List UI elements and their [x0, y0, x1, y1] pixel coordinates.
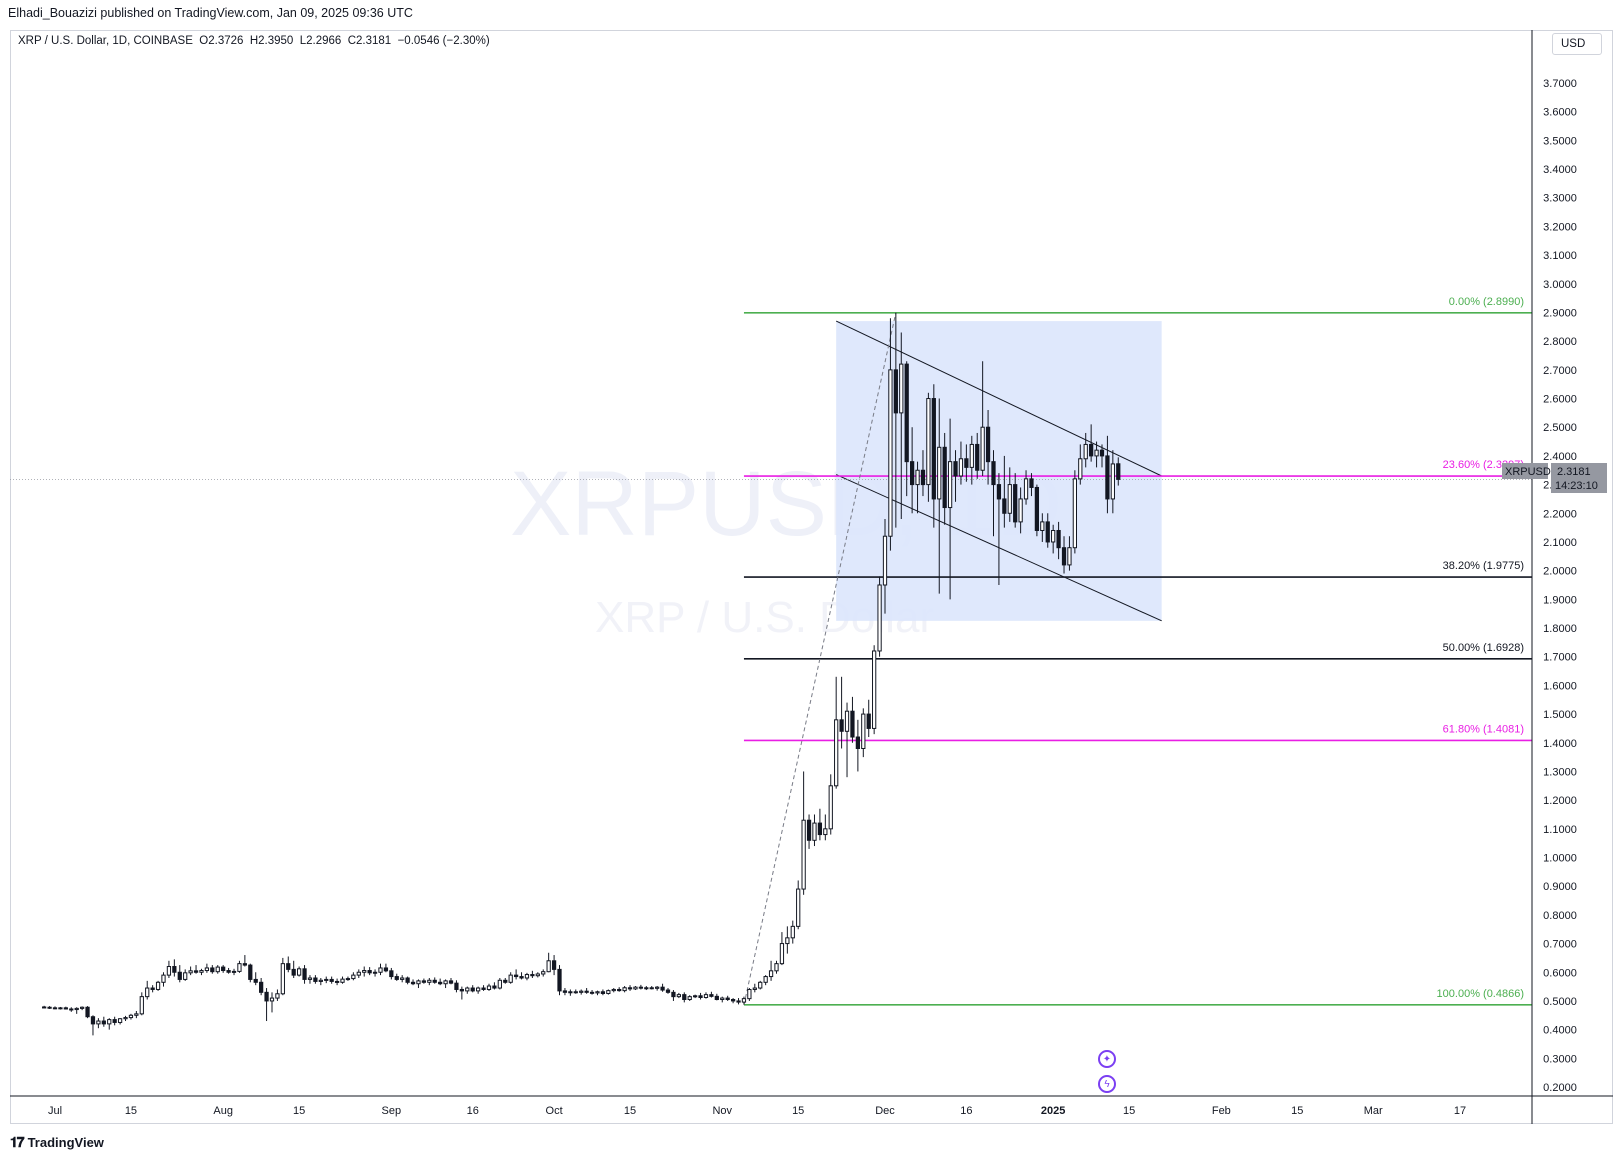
legend-close-label: C: [347, 35, 357, 47]
legend-open-label: O: [199, 35, 209, 47]
legend-open-value: 2.3726: [208, 35, 244, 47]
legend-high-label: H: [249, 35, 259, 47]
tradingview-brand[interactable]: 𝟏𝟕 TradingView: [10, 1134, 104, 1151]
legend-close-value: 2.3181: [356, 35, 392, 47]
legend-low-value: 2.2966: [306, 35, 342, 47]
lightning-icon[interactable]: ϟ: [1098, 1075, 1116, 1093]
sparkle-icon[interactable]: ✦: [1098, 1050, 1116, 1068]
legend-low-label: L: [299, 35, 307, 47]
ohlc-legend: XRP / U.S. Dollar, 1D, COINBASE O2.3726 …: [18, 35, 490, 47]
legend-symbol: XRP / U.S. Dollar, 1D, COINBASE: [18, 35, 193, 47]
publisher-header: Elhadi_Bouazizi published on TradingView…: [8, 6, 413, 20]
tradingview-logo-icon: 𝟏𝟕: [10, 1134, 25, 1150]
currency-selector[interactable]: USD: [1552, 33, 1602, 55]
chart-frame: [10, 30, 1613, 1124]
tradingview-brand-text: TradingView: [27, 1135, 104, 1150]
legend-change: −0.0546 (−2.30%): [397, 35, 490, 47]
legend-high-value: 2.3950: [258, 35, 294, 47]
